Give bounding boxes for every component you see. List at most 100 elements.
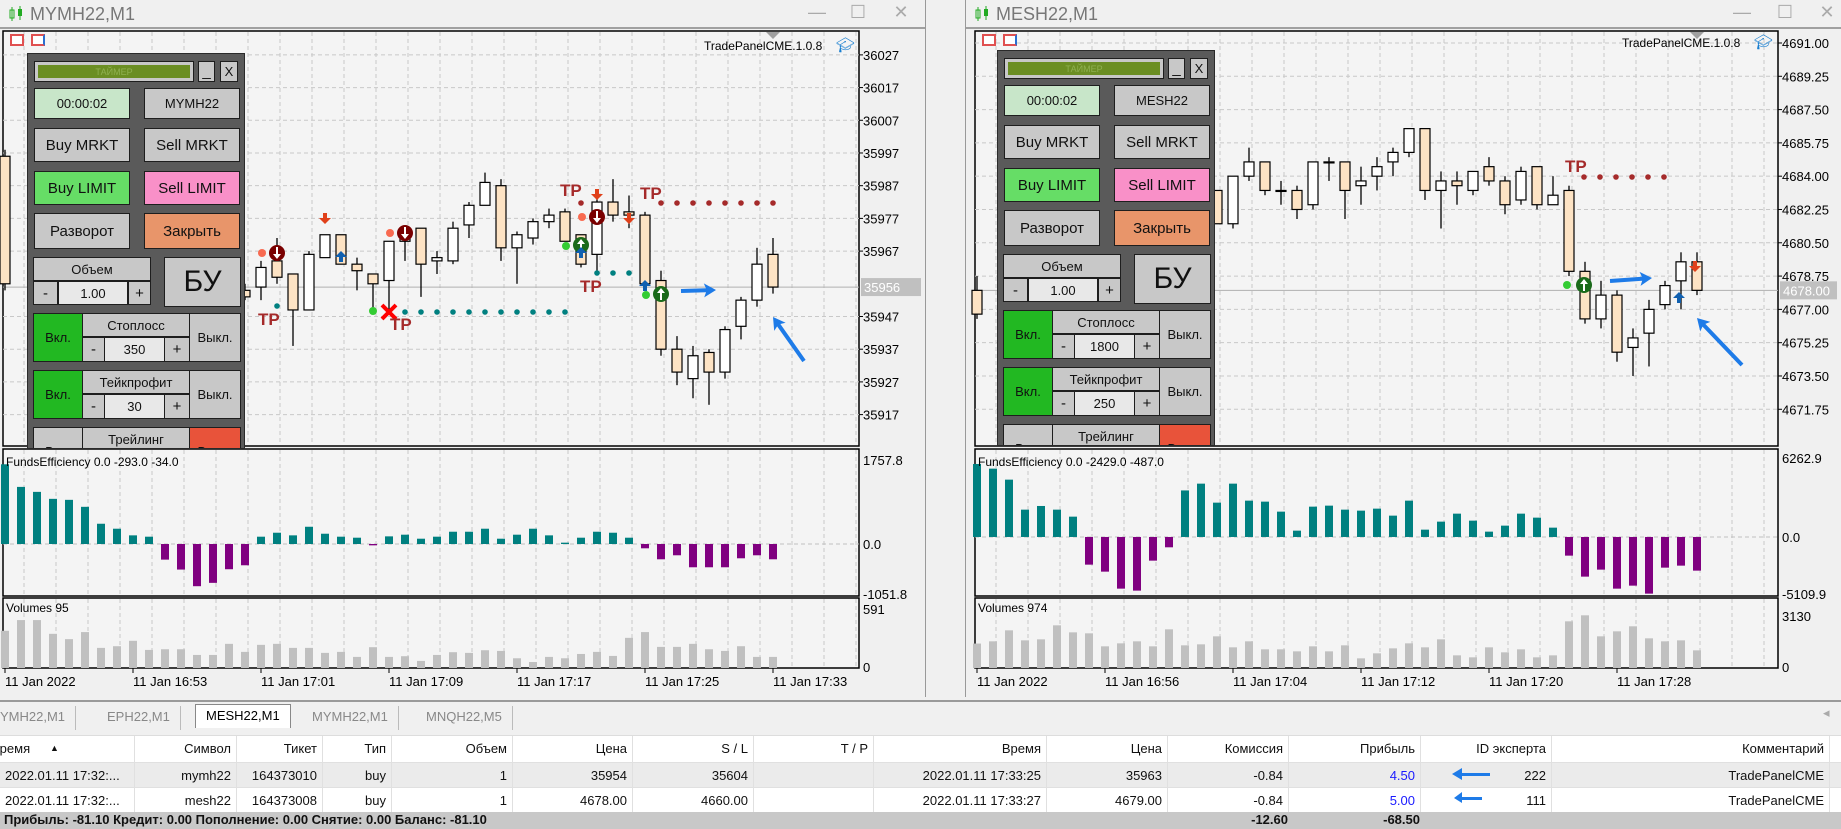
column-header[interactable]: ID эксперта: [1476, 741, 1546, 756]
trailing-on-button[interactable]: Вкл.: [1003, 424, 1053, 445]
column-header[interactable]: Комментарий: [1742, 741, 1824, 756]
volume-value: 1.00: [58, 281, 128, 305]
column-divider[interactable]: [1551, 736, 1552, 762]
minimize-button[interactable]: —: [1733, 2, 1751, 22]
close-button[interactable]: ✕: [893, 2, 909, 22]
column-divider[interactable]: [1167, 736, 1168, 762]
column-header[interactable]: Прибыль: [1360, 741, 1415, 756]
column-header[interactable]: Время: [1001, 741, 1041, 756]
list-icon[interactable]: [10, 34, 24, 46]
takeprofit-off-button[interactable]: Выкл.: [189, 370, 241, 419]
column-header[interactable]: Тикет: [283, 741, 317, 756]
chart-tab[interactable]: EPH22,M1: [97, 706, 181, 730]
panel-close-button[interactable]: X: [220, 61, 238, 82]
reverse-button[interactable]: Разворот: [34, 213, 130, 249]
charts-canvas[interactable]: 36027 36017 36007 35997 35987 35977 35967 35947…: [0, 0, 1841, 697]
takeprofit-off-button[interactable]: Выкл.: [1159, 367, 1211, 416]
buy-market-button[interactable]: Buy MRKT: [1004, 125, 1100, 159]
stoploss-on-button[interactable]: Вкл.: [1003, 310, 1053, 359]
stoploss-off-button[interactable]: Выкл.: [1159, 310, 1211, 359]
trailing-off-button[interactable]: Выкл.: [1159, 424, 1211, 445]
stoploss-off-button[interactable]: Выкл.: [189, 313, 241, 362]
buy-limit-button[interactable]: Buy LIMIT: [1004, 168, 1100, 202]
volume-minus-button[interactable]: -: [1003, 278, 1028, 302]
column-header[interactable]: S / L: [721, 741, 748, 756]
takeprofit-plus-button[interactable]: +: [1134, 391, 1160, 416]
stoploss-minus-button[interactable]: -: [1052, 334, 1075, 359]
stoploss-plus-button[interactable]: +: [1134, 334, 1160, 359]
volume-plus-button[interactable]: +: [1098, 278, 1121, 302]
close-all-button[interactable]: Закрыть: [144, 213, 240, 249]
trailing-off-button[interactable]: Выкл.: [189, 427, 241, 448]
column-divider[interactable]: [632, 736, 633, 762]
column-divider[interactable]: [391, 736, 392, 762]
table-row[interactable]: 2022.01.11 17:32:... mymh22 164373010 buy 1 3…: [0, 762, 1841, 787]
buy-market-button[interactable]: Buy MRKT: [34, 128, 130, 162]
close-button[interactable]: ✕: [1819, 2, 1835, 22]
column-divider[interactable]: [134, 736, 135, 762]
graduation-cap-icon[interactable]: 🎓︎: [1754, 34, 1774, 51]
chart-tab[interactable]: MNQH22,M5: [416, 706, 513, 730]
column-divider[interactable]: [236, 736, 237, 762]
takeprofit-minus-button[interactable]: -: [82, 394, 105, 419]
volume-bar: [209, 654, 217, 668]
template-icon[interactable]: [31, 34, 45, 46]
volume-minus-button[interactable]: -: [33, 281, 58, 305]
chart-tab[interactable]: MESH22,M1: [195, 704, 291, 728]
stoploss-on-button[interactable]: Вкл.: [33, 313, 83, 362]
sell-market-button[interactable]: Sell MRKT: [144, 128, 240, 162]
buy-limit-button[interactable]: Buy LIMIT: [34, 171, 130, 205]
sell-limit-button[interactable]: Sell LIMIT: [144, 171, 240, 205]
template-icon[interactable]: [1003, 34, 1017, 46]
column-divider[interactable]: [873, 736, 874, 762]
chart-tab[interactable]: MYMH22,M1: [302, 706, 399, 730]
breakeven-button[interactable]: БУ: [164, 257, 241, 307]
maximize-button[interactable]: ☐: [1776, 2, 1794, 22]
column-divider[interactable]: [1420, 736, 1421, 762]
sell-limit-button[interactable]: Sell LIMIT: [1114, 168, 1210, 202]
takeprofit-on-button[interactable]: Вкл.: [1003, 367, 1053, 416]
column-header[interactable]: Объем: [465, 741, 507, 756]
column-divider[interactable]: [1288, 736, 1289, 762]
sell-market-button[interactable]: Sell MRKT: [1114, 125, 1210, 159]
list-icon[interactable]: [982, 34, 996, 46]
takeprofit-on-button[interactable]: Вкл.: [33, 370, 83, 419]
table-row[interactable]: 2022.01.11 17:32:... mesh22 164373008 buy 1 4…: [0, 787, 1841, 812]
column-divider[interactable]: [753, 736, 754, 762]
column-header[interactable]: Символ: [184, 741, 231, 756]
breakeven-button[interactable]: БУ: [1134, 254, 1211, 304]
left-window-titlebar[interactable]: MYMH22,M1 — ☐ ✕: [0, 0, 925, 29]
table-cell: -0.84: [1253, 793, 1283, 808]
column-header[interactable]: Тип: [364, 741, 386, 756]
stoploss-minus-button[interactable]: -: [82, 337, 105, 362]
price-label: 4685.75: [1782, 136, 1829, 151]
column-header[interactable]: Комиссия: [1224, 741, 1283, 756]
column-header[interactable]: Цена: [1130, 741, 1162, 756]
column-divider[interactable]: [1046, 736, 1047, 762]
column-header[interactable]: Время: [0, 741, 31, 756]
column-divider[interactable]: [512, 736, 513, 762]
column-header[interactable]: Цена: [595, 741, 627, 756]
takeprofit-minus-button[interactable]: -: [1052, 391, 1075, 416]
sort-ascending-icon[interactable]: ▲: [50, 743, 59, 753]
close-all-button[interactable]: Закрыть: [1114, 210, 1210, 246]
takeprofit-plus-button[interactable]: +: [164, 394, 190, 419]
scroll-left-icon[interactable]: ◂: [1823, 705, 1830, 720]
graduation-cap-icon[interactable]: 🎓︎: [836, 37, 856, 54]
column-divider[interactable]: [322, 736, 323, 762]
reverse-button[interactable]: Разворот: [1004, 210, 1100, 246]
panel-close-button[interactable]: X: [1190, 58, 1208, 79]
funds-bar: [465, 531, 473, 545]
panel-minimize-button[interactable]: _: [1168, 58, 1185, 79]
right-window-titlebar[interactable]: MESH22,M1 — ☐ ✕: [966, 0, 1841, 29]
panel-minimize-button[interactable]: _: [198, 61, 215, 82]
minimize-button[interactable]: —: [808, 2, 826, 22]
stoploss-plus-button[interactable]: +: [164, 337, 190, 362]
column-divider[interactable]: [1829, 736, 1830, 762]
column-header[interactable]: T / P: [840, 741, 868, 756]
chart-tab[interactable]: YMH22,M1: [0, 706, 77, 730]
maximize-button[interactable]: ☐: [849, 2, 867, 22]
order-dot: [578, 213, 586, 221]
trailing-on-button[interactable]: Вкл.: [33, 427, 83, 448]
volume-plus-button[interactable]: +: [128, 281, 151, 305]
